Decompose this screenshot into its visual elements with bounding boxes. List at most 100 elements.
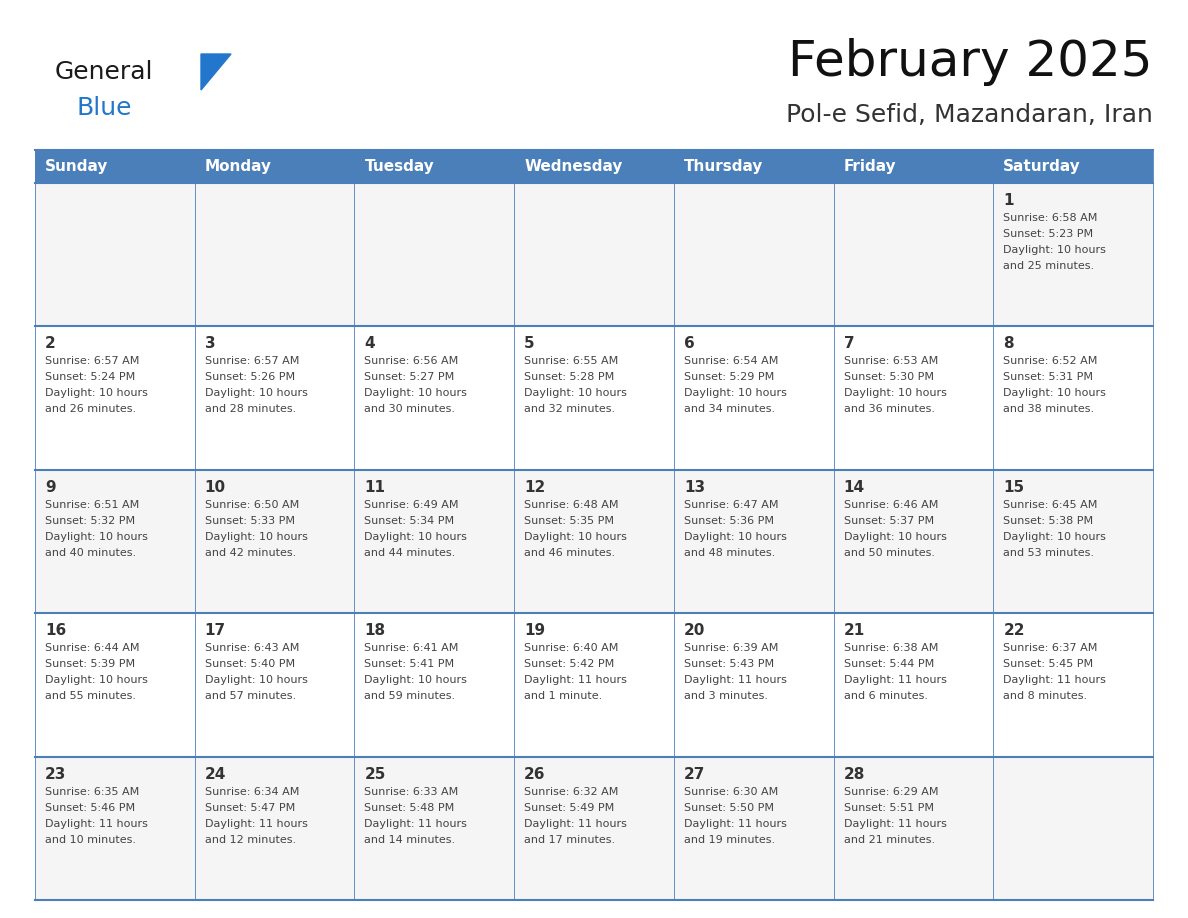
FancyBboxPatch shape	[514, 613, 674, 756]
Text: Daylight: 11 hours: Daylight: 11 hours	[1004, 676, 1106, 685]
Text: Daylight: 11 hours: Daylight: 11 hours	[684, 676, 786, 685]
Text: Daylight: 10 hours: Daylight: 10 hours	[204, 388, 308, 398]
FancyBboxPatch shape	[34, 470, 195, 613]
FancyBboxPatch shape	[354, 756, 514, 900]
FancyBboxPatch shape	[195, 756, 354, 900]
Text: Sunset: 5:43 PM: Sunset: 5:43 PM	[684, 659, 775, 669]
FancyBboxPatch shape	[674, 756, 834, 900]
Text: Sunrise: 6:30 AM: Sunrise: 6:30 AM	[684, 787, 778, 797]
Text: Tuesday: Tuesday	[365, 159, 434, 174]
Text: Daylight: 10 hours: Daylight: 10 hours	[365, 388, 467, 398]
FancyBboxPatch shape	[674, 327, 834, 470]
Text: 15: 15	[1004, 480, 1024, 495]
Text: Sunrise: 6:57 AM: Sunrise: 6:57 AM	[204, 356, 299, 366]
Text: 7: 7	[843, 336, 854, 352]
Text: Daylight: 10 hours: Daylight: 10 hours	[45, 388, 147, 398]
Text: Sunrise: 6:52 AM: Sunrise: 6:52 AM	[1004, 356, 1098, 366]
FancyBboxPatch shape	[195, 327, 354, 470]
FancyBboxPatch shape	[993, 183, 1154, 327]
Text: and 34 minutes.: and 34 minutes.	[684, 405, 775, 414]
Text: Daylight: 10 hours: Daylight: 10 hours	[1004, 532, 1106, 542]
Text: Sunrise: 6:34 AM: Sunrise: 6:34 AM	[204, 787, 299, 797]
Text: Sunset: 5:30 PM: Sunset: 5:30 PM	[843, 373, 934, 383]
Text: Sunrise: 6:37 AM: Sunrise: 6:37 AM	[1004, 644, 1098, 654]
FancyBboxPatch shape	[34, 150, 195, 183]
Text: Sunset: 5:32 PM: Sunset: 5:32 PM	[45, 516, 135, 526]
FancyBboxPatch shape	[34, 183, 195, 327]
Text: Sunrise: 6:53 AM: Sunrise: 6:53 AM	[843, 356, 937, 366]
Text: 14: 14	[843, 480, 865, 495]
Text: Sunset: 5:40 PM: Sunset: 5:40 PM	[204, 659, 295, 669]
Text: and 17 minutes.: and 17 minutes.	[524, 834, 615, 845]
Text: Sunrise: 6:54 AM: Sunrise: 6:54 AM	[684, 356, 778, 366]
Text: 18: 18	[365, 623, 386, 638]
FancyBboxPatch shape	[514, 327, 674, 470]
Text: Daylight: 11 hours: Daylight: 11 hours	[843, 676, 947, 685]
Text: Sunrise: 6:57 AM: Sunrise: 6:57 AM	[45, 356, 139, 366]
Text: 27: 27	[684, 767, 706, 781]
Text: Sunset: 5:24 PM: Sunset: 5:24 PM	[45, 373, 135, 383]
Text: Sunset: 5:27 PM: Sunset: 5:27 PM	[365, 373, 455, 383]
Text: Sunset: 5:33 PM: Sunset: 5:33 PM	[204, 516, 295, 526]
Text: Daylight: 11 hours: Daylight: 11 hours	[684, 819, 786, 829]
Text: 8: 8	[1004, 336, 1013, 352]
Text: 4: 4	[365, 336, 375, 352]
Text: Sunset: 5:39 PM: Sunset: 5:39 PM	[45, 659, 135, 669]
Text: Friday: Friday	[843, 159, 896, 174]
Text: Daylight: 10 hours: Daylight: 10 hours	[45, 532, 147, 542]
Text: Sunset: 5:50 PM: Sunset: 5:50 PM	[684, 802, 773, 812]
Text: and 21 minutes.: and 21 minutes.	[843, 834, 935, 845]
Text: and 12 minutes.: and 12 minutes.	[204, 834, 296, 845]
Text: and 1 minute.: and 1 minute.	[524, 691, 602, 701]
FancyBboxPatch shape	[354, 327, 514, 470]
Text: Daylight: 10 hours: Daylight: 10 hours	[684, 388, 786, 398]
FancyBboxPatch shape	[834, 613, 993, 756]
Text: Daylight: 10 hours: Daylight: 10 hours	[843, 388, 947, 398]
Text: 12: 12	[524, 480, 545, 495]
FancyBboxPatch shape	[674, 150, 834, 183]
Text: Daylight: 11 hours: Daylight: 11 hours	[524, 676, 627, 685]
Text: Sunset: 5:23 PM: Sunset: 5:23 PM	[1004, 229, 1093, 239]
Text: Wednesday: Wednesday	[524, 159, 623, 174]
Text: and 30 minutes.: and 30 minutes.	[365, 405, 455, 414]
Text: Daylight: 10 hours: Daylight: 10 hours	[1004, 245, 1106, 255]
Text: Daylight: 11 hours: Daylight: 11 hours	[365, 819, 467, 829]
Text: Sunset: 5:37 PM: Sunset: 5:37 PM	[843, 516, 934, 526]
FancyBboxPatch shape	[354, 613, 514, 756]
Text: Sunset: 5:31 PM: Sunset: 5:31 PM	[1004, 373, 1093, 383]
Text: Daylight: 10 hours: Daylight: 10 hours	[524, 388, 627, 398]
Text: 3: 3	[204, 336, 215, 352]
Text: Daylight: 11 hours: Daylight: 11 hours	[45, 819, 147, 829]
FancyBboxPatch shape	[34, 756, 195, 900]
Text: Saturday: Saturday	[1004, 159, 1081, 174]
Text: Monday: Monday	[204, 159, 272, 174]
Text: Sunrise: 6:33 AM: Sunrise: 6:33 AM	[365, 787, 459, 797]
Text: February 2025: February 2025	[789, 38, 1154, 86]
FancyBboxPatch shape	[834, 470, 993, 613]
FancyBboxPatch shape	[514, 150, 674, 183]
Text: 23: 23	[45, 767, 67, 781]
FancyBboxPatch shape	[354, 470, 514, 613]
Text: Sunrise: 6:56 AM: Sunrise: 6:56 AM	[365, 356, 459, 366]
Text: and 32 minutes.: and 32 minutes.	[524, 405, 615, 414]
Text: Sunrise: 6:46 AM: Sunrise: 6:46 AM	[843, 499, 939, 509]
Text: Daylight: 10 hours: Daylight: 10 hours	[843, 532, 947, 542]
Text: 19: 19	[524, 623, 545, 638]
Text: 2: 2	[45, 336, 56, 352]
Text: Sunset: 5:47 PM: Sunset: 5:47 PM	[204, 802, 295, 812]
FancyBboxPatch shape	[993, 756, 1154, 900]
Text: 17: 17	[204, 623, 226, 638]
Text: 13: 13	[684, 480, 704, 495]
Text: 10: 10	[204, 480, 226, 495]
Text: and 26 minutes.: and 26 minutes.	[45, 405, 137, 414]
Text: 20: 20	[684, 623, 706, 638]
FancyBboxPatch shape	[195, 470, 354, 613]
Text: and 40 minutes.: and 40 minutes.	[45, 548, 137, 558]
Text: and 59 minutes.: and 59 minutes.	[365, 691, 455, 701]
FancyBboxPatch shape	[993, 150, 1154, 183]
Text: and 38 minutes.: and 38 minutes.	[1004, 405, 1094, 414]
Text: 24: 24	[204, 767, 226, 781]
Text: Sunset: 5:35 PM: Sunset: 5:35 PM	[524, 516, 614, 526]
FancyBboxPatch shape	[34, 327, 195, 470]
Text: Sunset: 5:36 PM: Sunset: 5:36 PM	[684, 516, 773, 526]
